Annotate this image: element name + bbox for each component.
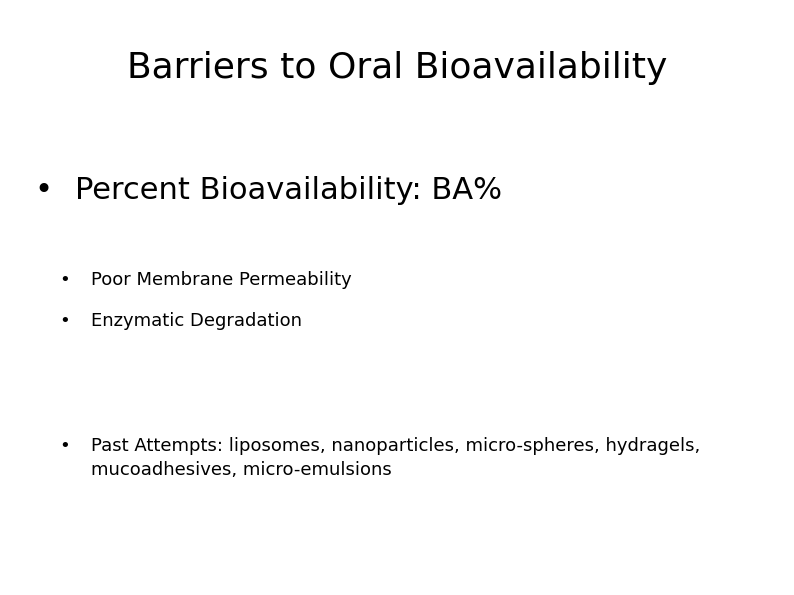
Text: Past Attempts: liposomes, nanoparticles, micro-spheres, hydragels,
mucoadhesives: Past Attempts: liposomes, nanoparticles,…: [91, 437, 700, 479]
Text: Barriers to Oral Bioavailability: Barriers to Oral Bioavailability: [127, 51, 667, 84]
Text: Enzymatic Degradation: Enzymatic Degradation: [91, 312, 303, 330]
Text: •: •: [60, 437, 71, 455]
Text: •: •: [60, 271, 71, 289]
Text: •: •: [35, 176, 52, 205]
Text: •: •: [60, 312, 71, 330]
Text: Poor Membrane Permeability: Poor Membrane Permeability: [91, 271, 352, 289]
Text: Percent Bioavailability: BA%: Percent Bioavailability: BA%: [75, 176, 503, 205]
